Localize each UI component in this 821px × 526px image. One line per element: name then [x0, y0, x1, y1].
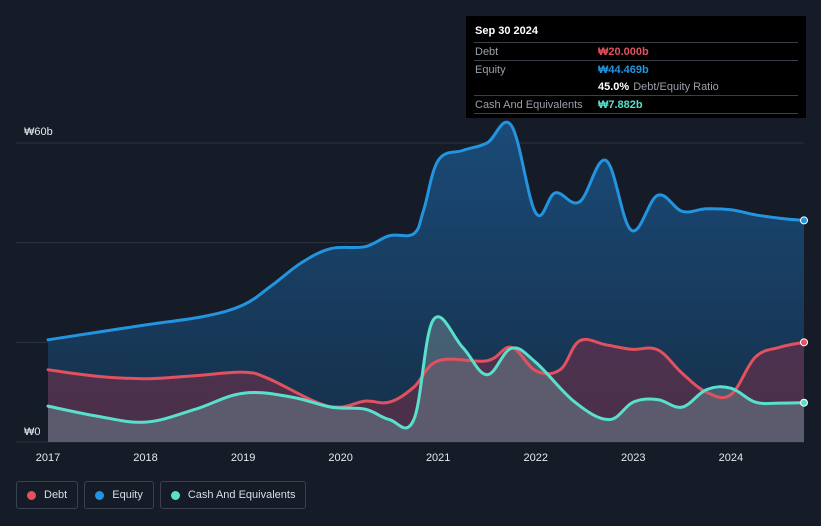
x-tick-label: 2021	[426, 452, 450, 464]
cash-and-equivalents-end-marker	[800, 398, 808, 407]
x-tick-label: 2022	[523, 452, 547, 464]
legend-dot-icon	[27, 490, 36, 500]
tooltip-value: ₩20.000b	[598, 45, 649, 58]
legend-dot-icon	[170, 490, 180, 500]
tooltip-label: Debt	[475, 45, 499, 58]
legend-label: Equity	[112, 489, 143, 501]
tooltip-sublabel: Debt/Equity Ratio	[633, 80, 719, 93]
x-tick-label: 2019	[231, 452, 255, 464]
equity-line	[46, 120, 806, 342]
legend: Debt Equity Cash And Equivalents	[16, 481, 307, 511]
cash-and-equivalents-area	[48, 316, 804, 442]
legend-dot-icon	[95, 490, 105, 500]
tooltip-value: ₩44.469b	[598, 63, 649, 76]
x-tick-label: 2023	[621, 452, 645, 464]
tooltip-date: Sep 30 2024	[475, 25, 538, 37]
cash-and-equivalents-line	[46, 315, 806, 430]
legend-label: Cash And Equivalents	[187, 489, 296, 501]
debt-equity-chart: ₩60b ₩0 2017 2018 2019 2020 2021 2022 2023 2024	[16, 120, 808, 464]
legend-item-cash[interactable]: Cash And Equivalents	[159, 481, 307, 509]
legend-label: Debt	[44, 489, 68, 501]
debt-end-marker	[800, 338, 808, 347]
tooltip-label: Equity	[475, 63, 506, 76]
tooltip-panel: Sep 30 2024 Debt ₩20.000b Equity ₩44.469…	[466, 16, 806, 118]
x-tick-label: 2018	[133, 452, 157, 464]
tooltip-row-ratio: 45.0% Debt/Equity Ratio	[474, 78, 798, 95]
legend-item-debt[interactable]: Debt	[16, 481, 79, 509]
tooltip-value: ₩7.882b	[598, 98, 643, 111]
y-tick-label-top: ₩60b	[24, 126, 53, 138]
tooltip-label: Cash And Equivalents	[475, 98, 583, 111]
x-tick-label: 2017	[36, 452, 60, 464]
tooltip-row-cash: Cash And Equivalents ₩7.882b	[474, 95, 798, 114]
tooltip-value: 45.0%	[598, 80, 630, 93]
x-tick-label: 2020	[328, 452, 352, 464]
equity-end-marker	[800, 216, 808, 225]
y-tick-label-zero: ₩0	[24, 426, 41, 438]
legend-item-equity[interactable]: Equity	[84, 481, 154, 509]
tooltip-row-debt: Debt ₩20.000b	[474, 42, 798, 60]
tooltip-row-equity: Equity ₩44.469b	[474, 60, 798, 78]
x-tick-label: 2024	[719, 452, 743, 464]
